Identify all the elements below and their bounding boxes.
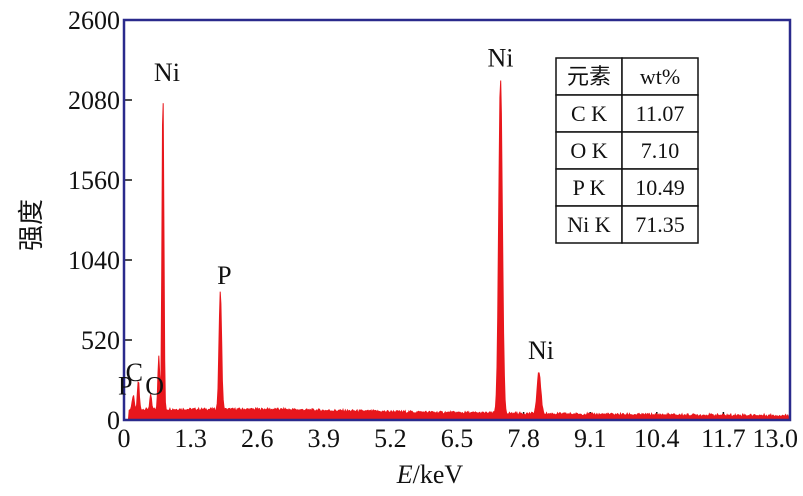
y-tick-label: 520 xyxy=(81,326,120,355)
peak-label: O xyxy=(145,371,164,400)
y-axis-ticks: 0 520 1040 1560 2080 2600 xyxy=(68,6,132,435)
table-cell xyxy=(555,131,623,170)
x-tick-label: 3.9 xyxy=(308,424,341,453)
table-cell xyxy=(621,57,699,96)
table-value: 11.07 xyxy=(636,101,685,126)
y-tick-label: 1040 xyxy=(68,246,120,275)
table-cell xyxy=(555,205,623,244)
peak-label: Ni xyxy=(154,58,180,87)
table-value: 7.10 xyxy=(641,138,680,163)
x-axis-label-symbol: E xyxy=(396,460,413,489)
x-tick-label: 5.2 xyxy=(374,424,407,453)
table-header: wt% xyxy=(640,64,680,89)
x-tick-label: 9.1 xyxy=(574,424,607,453)
x-tick-label: 7.8 xyxy=(507,424,540,453)
peak-label: C xyxy=(126,358,143,387)
x-tick-label: 1.3 xyxy=(174,424,207,453)
table-cell xyxy=(555,94,623,133)
table-element: Ni K xyxy=(567,212,611,237)
table-cell xyxy=(621,131,699,170)
table-element: C K xyxy=(571,101,607,126)
x-axis-label: E/keV xyxy=(396,460,464,489)
table-cell xyxy=(621,205,699,244)
y-tick-label: 0 xyxy=(107,406,120,435)
peak-label: Ni xyxy=(528,336,554,365)
table-header: 元素 xyxy=(567,64,611,89)
x-tick-label: 10.4 xyxy=(634,424,680,453)
table-element: P K xyxy=(573,175,606,200)
table-cell xyxy=(555,57,623,96)
x-tick-label: 2.6 xyxy=(241,424,274,453)
spectrum-area xyxy=(124,80,791,421)
table-cell xyxy=(621,168,699,207)
table-cell xyxy=(621,94,699,133)
peak-label: P xyxy=(118,371,132,400)
x-axis-label-unit: /keV xyxy=(413,460,464,489)
y-tick-label: 2600 xyxy=(68,6,120,35)
x-tick-label: 6.5 xyxy=(441,424,474,453)
x-tick-label: 13.0 xyxy=(753,424,799,453)
composition-table: 元素 wt% C K 11.07 O K 7.10 P K 10.49 Ni K 71.35 xyxy=(555,57,699,244)
table-element: O K xyxy=(570,138,607,163)
y-axis-label: 强度 xyxy=(17,199,46,251)
x-tick-label: 0 xyxy=(118,424,131,453)
y-tick-label: 2080 xyxy=(68,86,120,115)
peak-label: P xyxy=(217,261,231,290)
peak-label: Ni xyxy=(488,43,514,72)
table-cell xyxy=(555,168,623,207)
table-value: 71.35 xyxy=(635,212,685,237)
x-tick-label: 11.7 xyxy=(701,424,746,453)
plot-frame xyxy=(122,18,792,422)
table-value: 10.49 xyxy=(635,175,685,200)
y-tick-label: 1560 xyxy=(68,166,120,195)
